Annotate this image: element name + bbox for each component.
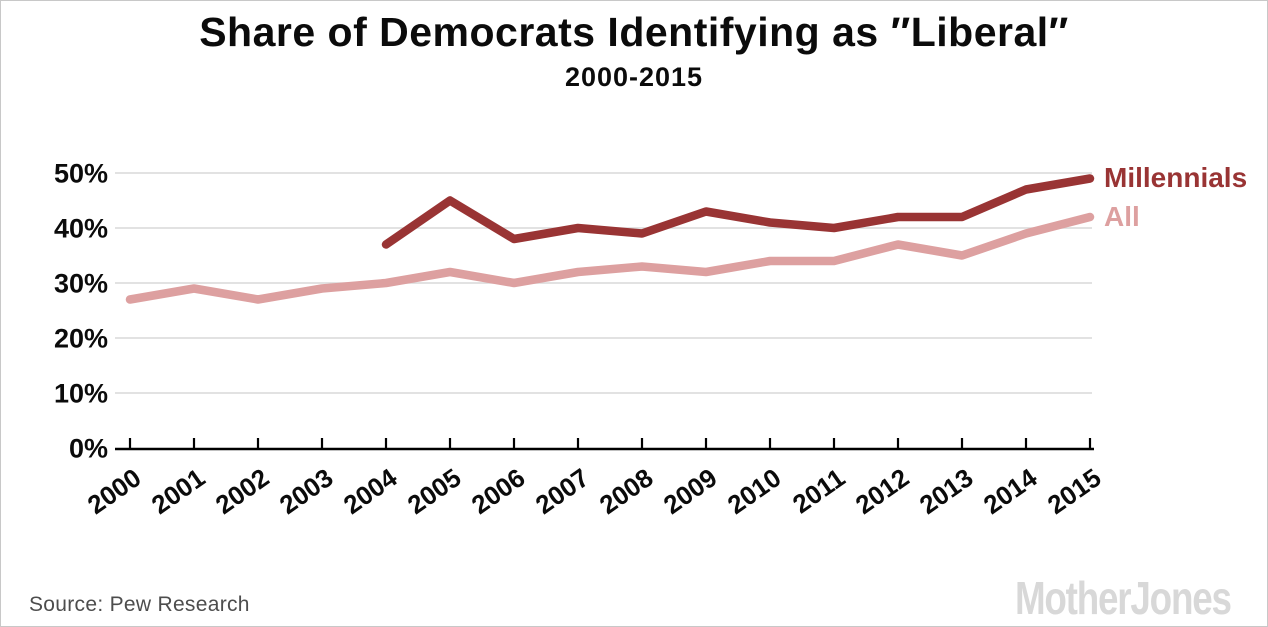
x-axis — [115, 438, 1094, 451]
x-tick-label: 2012 — [850, 462, 915, 520]
y-tick-label: 50% — [54, 159, 108, 189]
line-chart-plot: 0%10%20%30%40%50%2000 2001 2002 2003 2004 200… — [54, 159, 1107, 521]
y-tick-label: 10% — [54, 379, 108, 409]
x-tick-label: 2011 — [787, 462, 850, 519]
x-tick-label: 2009 — [658, 462, 723, 520]
y-tick-label: 20% — [54, 324, 108, 354]
motherjones-logo: MotherJones — [1015, 572, 1232, 624]
y-tick-label: 30% — [54, 269, 108, 299]
x-tick-label: 2003 — [274, 462, 339, 520]
y-tick-label: 40% — [54, 214, 108, 244]
legend-all-label: All — [1104, 201, 1140, 232]
x-tick-label: 2000 — [82, 462, 147, 520]
x-tick-label: 2007 — [530, 462, 595, 520]
x-tick-label: 2015 — [1042, 462, 1107, 520]
chart-title: Share of Democrats Identifying as ″Liber… — [199, 9, 1069, 55]
x-tick-label: 2006 — [466, 462, 531, 520]
legend-millennials-label: Millennials — [1104, 162, 1248, 193]
x-tick-label: 2005 — [402, 462, 467, 520]
y-tick-label: 0% — [69, 434, 108, 464]
series-line-all — [125, 212, 1095, 304]
x-tick-label: 2010 — [722, 462, 787, 520]
x-tick-label: 2001 — [146, 462, 211, 520]
chart-subtitle: 2000-2015 — [564, 62, 704, 92]
series-line-millennials — [381, 174, 1095, 249]
x-axis-labels: 2000 2001 2002 2003 2004 2005 2006 2007 2008 2009… — [82, 462, 1107, 520]
x-tick-label: 2014 — [978, 462, 1043, 520]
x-tick-label: 2013 — [914, 462, 979, 520]
x-tick-label: 2008 — [594, 462, 659, 520]
x-tick-label: 2004 — [338, 462, 403, 520]
x-tick-label: 2002 — [210, 462, 275, 520]
source-note: Source: Pew Research — [29, 593, 250, 616]
gridlines — [115, 172, 1092, 394]
y-axis-labels: 0% 10% 20% 30% 40% 50% — [54, 159, 108, 464]
